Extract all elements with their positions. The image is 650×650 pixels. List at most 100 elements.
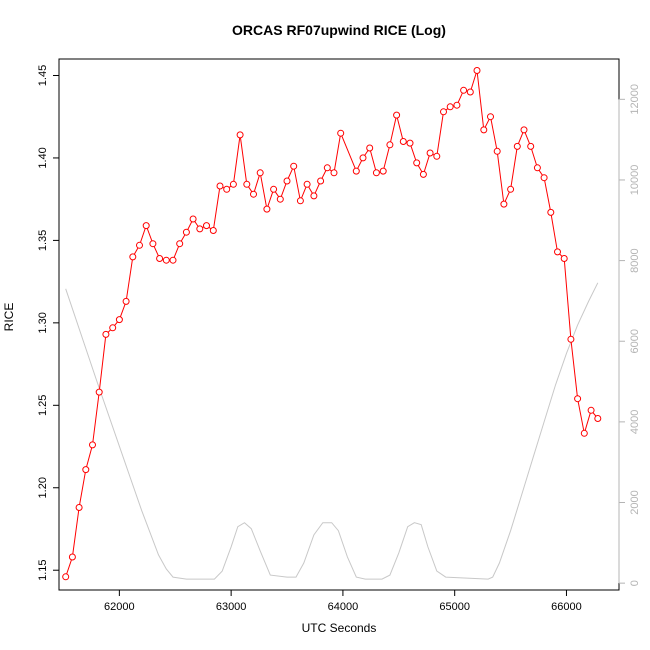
altitude-line <box>65 282 599 580</box>
rice-point <box>169 256 177 264</box>
rice-point <box>276 195 284 203</box>
rice-point <box>310 192 318 200</box>
rice-point <box>176 240 184 248</box>
y-tick-label-right: 6000 <box>629 329 641 353</box>
chart-title: ORCAS RF07upwind RICE (Log) <box>232 22 446 38</box>
rice-point <box>209 227 217 234</box>
rice-point <box>540 174 548 182</box>
x-tick-label: 66000 <box>551 601 582 613</box>
rice-point <box>203 222 210 230</box>
rice-point <box>413 159 421 167</box>
rice-point <box>466 88 474 96</box>
rice-point <box>82 466 90 474</box>
rice-point <box>594 415 602 422</box>
y-tick-label-right: 2000 <box>629 490 641 514</box>
y-tick-label-left: 1.40 <box>37 147 49 168</box>
x-tick-label: 63000 <box>216 601 247 613</box>
rice-point <box>182 228 190 236</box>
rice-point <box>493 147 501 155</box>
rice-point <box>109 324 117 332</box>
plot-border <box>58 58 620 591</box>
rice-point <box>290 162 298 170</box>
plot-frame <box>58 58 620 591</box>
y-tick-label-right: 12000 <box>629 84 641 115</box>
rice-point <box>580 429 588 437</box>
y-tick-label-left: 1.35 <box>37 230 49 251</box>
y-axis-right: 0 2000 4000 6000 8000 10000 12000 <box>618 84 641 586</box>
rice-point <box>223 185 231 193</box>
rice-point <box>372 169 380 177</box>
rice-point <box>216 182 224 190</box>
rice-point <box>460 86 468 94</box>
rice-point <box>574 395 582 403</box>
rice-series <box>62 67 602 581</box>
rice-point <box>379 167 387 175</box>
rice-point <box>426 149 434 157</box>
rice-point <box>366 144 374 152</box>
y-axis-label: RICE <box>2 303 16 332</box>
rice-point <box>386 141 394 149</box>
rice-point <box>587 406 595 414</box>
rice-point <box>520 126 528 134</box>
rice-point <box>296 197 304 205</box>
x-axis-label: UTC Seconds <box>302 621 377 635</box>
y-tick-label-right: 8000 <box>629 248 641 272</box>
rice-point <box>317 177 325 185</box>
y-tick-label-left: 1.25 <box>37 395 49 416</box>
rice-point <box>473 67 481 74</box>
x-axis: 62000 63000 64000 65000 66000 <box>104 589 582 613</box>
rice-point <box>250 190 257 198</box>
rice-point <box>513 142 521 150</box>
rice-point <box>440 108 447 116</box>
rice-point <box>263 205 271 213</box>
rice-point <box>330 169 338 177</box>
y-tick-label-right: 0 <box>629 580 641 586</box>
rice-point <box>453 101 461 109</box>
rice-point <box>446 103 454 111</box>
rice-point <box>162 256 170 264</box>
rice-point <box>95 388 103 396</box>
rice-point <box>149 240 157 248</box>
x-tick-label: 64000 <box>328 601 359 613</box>
y-tick-label-left: 1.15 <box>37 560 49 581</box>
rice-point <box>547 208 555 216</box>
rice-point <box>480 126 488 134</box>
rice-point <box>256 169 264 177</box>
rice-point <box>533 164 541 172</box>
rice-point <box>399 138 407 145</box>
rice-point <box>323 164 331 172</box>
rice-point <box>554 248 561 256</box>
x-tick-label: 62000 <box>104 601 135 613</box>
y-tick-label-left: 1.30 <box>37 312 49 333</box>
rice-point <box>527 142 535 150</box>
rice-point <box>236 131 244 139</box>
rice-point <box>359 154 367 162</box>
rice-point <box>487 113 494 121</box>
y-tick-label-right: 10000 <box>629 165 641 196</box>
rice-point <box>122 297 130 305</box>
rice-point <box>75 504 83 511</box>
y-tick-label-left: 1.45 <box>37 65 49 86</box>
rice-point <box>283 177 291 185</box>
rice-point <box>567 335 575 343</box>
rice-point <box>136 241 143 249</box>
rice-point <box>270 185 278 193</box>
rice-point <box>243 180 251 188</box>
rice-point <box>500 200 508 208</box>
rice-point <box>229 180 237 188</box>
rice-point <box>156 255 164 262</box>
rice-point <box>142 222 150 230</box>
rice-point <box>115 316 123 324</box>
y-tick-label-left: 1.20 <box>37 477 49 498</box>
rice-point <box>102 330 110 338</box>
rice-point <box>68 553 76 561</box>
rice-point <box>406 139 414 147</box>
y-tick-label-right: 4000 <box>629 410 641 434</box>
altitude-series <box>65 282 599 580</box>
x-tick-label: 65000 <box>439 601 470 613</box>
rice-point <box>129 253 137 261</box>
rice-point <box>507 185 515 193</box>
rice-point <box>89 441 96 449</box>
rice-point <box>560 255 568 262</box>
